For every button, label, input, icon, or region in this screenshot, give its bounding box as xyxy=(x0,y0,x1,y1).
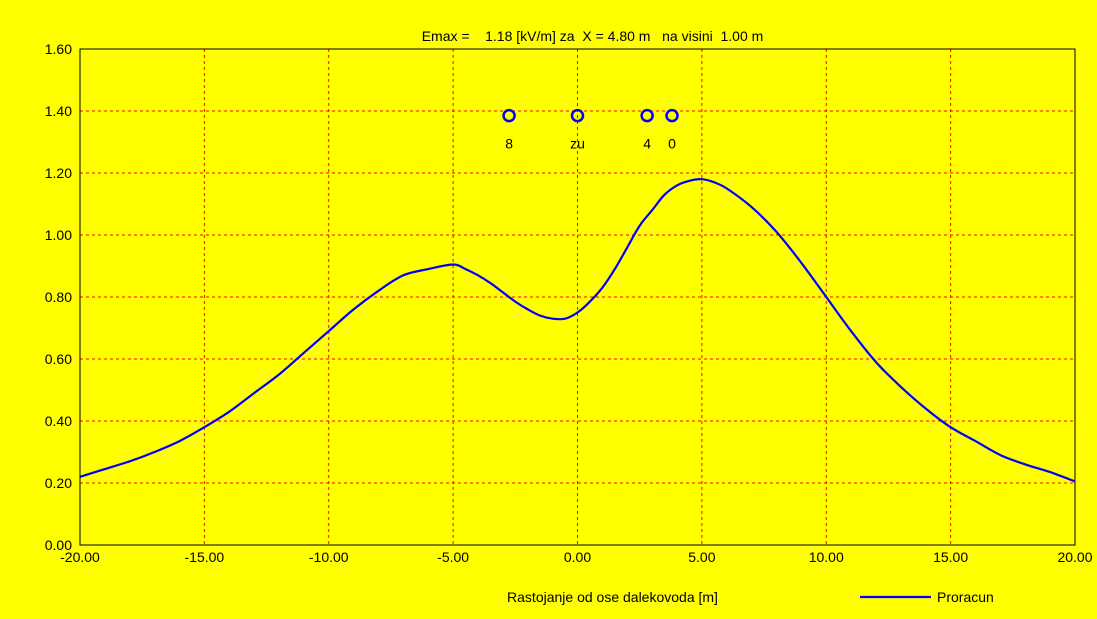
y-tick-label: 0.60 xyxy=(45,351,72,367)
conductor-marker xyxy=(640,108,654,123)
x-tick-label: -10.00 xyxy=(309,549,349,565)
x-tick-label: -5.00 xyxy=(437,549,469,565)
tick-labels: -20.00 -15.00 -10.00 -5.00 0.00 5.00 10.00 15.0… xyxy=(45,41,1093,565)
conductor-label: 4 xyxy=(643,136,651,152)
series-line-proracun xyxy=(79,178,1076,483)
legend: Proracun xyxy=(860,589,994,605)
series xyxy=(79,178,1076,483)
conductor-label: zu xyxy=(570,136,585,152)
x-tick-label: -20.00 xyxy=(60,549,100,565)
y-tick-label: 0.00 xyxy=(45,537,72,553)
x-tick-label: 0.00 xyxy=(564,549,591,565)
conductor-label: 8 xyxy=(505,136,513,152)
y-tick-label: 1.60 xyxy=(45,41,72,57)
plot-frame xyxy=(79,48,1076,546)
conductor-marker xyxy=(665,108,679,123)
conductor-marker xyxy=(570,108,585,123)
y-tick-label: 0.80 xyxy=(45,289,72,305)
y-tick-label: 0.40 xyxy=(45,413,72,429)
conductor-markers: 8 zu 4 0 xyxy=(502,108,679,152)
chart-title: Emax = 1.18 [kV/m] za X = 4.80 m na visi… xyxy=(422,28,764,44)
grid xyxy=(80,49,1075,545)
x-axis-label: Rastojanje od ose dalekovoda [m] xyxy=(507,589,718,605)
y-tick-label: 1.40 xyxy=(45,103,72,119)
x-tick-label: 15.00 xyxy=(933,549,968,565)
y-tick-label: 1.20 xyxy=(45,165,72,181)
x-tick-label: 10.00 xyxy=(809,549,844,565)
conductor-label: 0 xyxy=(668,136,676,152)
legend-label-proracun: Proracun xyxy=(937,589,994,605)
axes xyxy=(79,48,1076,546)
y-tick-label: 0.20 xyxy=(45,475,72,491)
x-tick-label: -15.00 xyxy=(185,549,225,565)
x-tick-label: 5.00 xyxy=(688,549,715,565)
y-tick-label: 1.00 xyxy=(45,227,72,243)
x-tick-label: 20.00 xyxy=(1057,549,1092,565)
conductor-marker xyxy=(502,108,516,123)
